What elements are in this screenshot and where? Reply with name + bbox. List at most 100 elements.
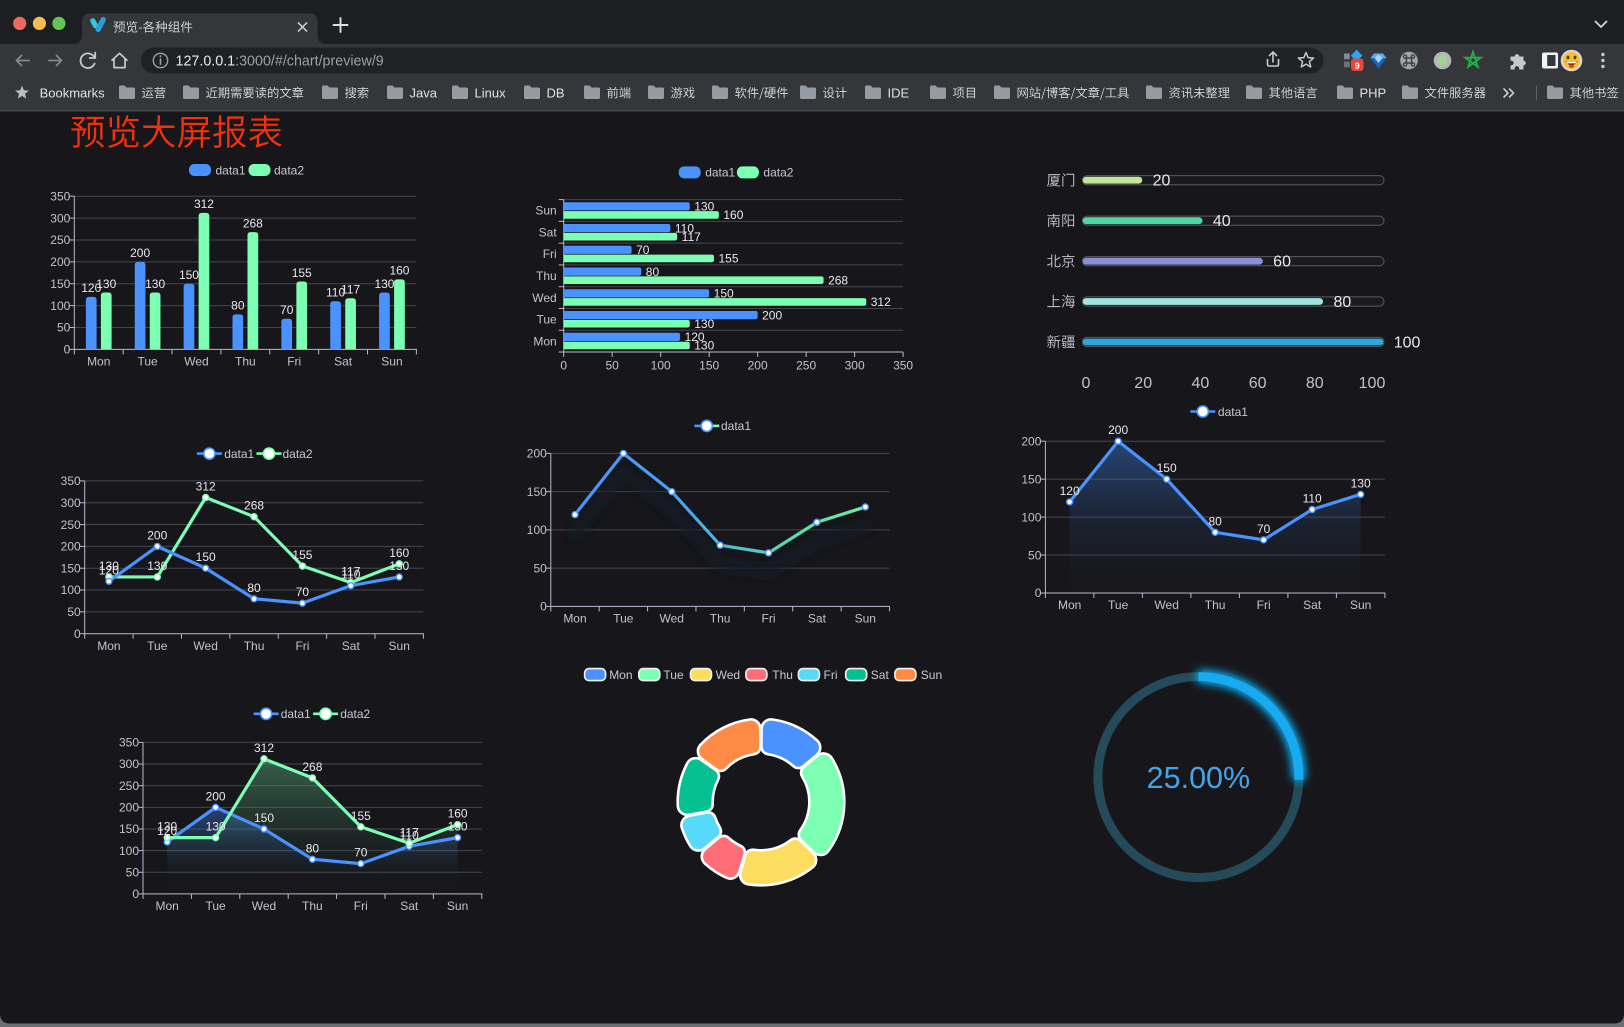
svg-text:120: 120 xyxy=(1060,484,1080,498)
svg-text:data2: data2 xyxy=(274,163,304,177)
svg-text:Fri: Fri xyxy=(295,639,309,653)
svg-text:268: 268 xyxy=(244,499,264,513)
svg-text:Fri: Fri xyxy=(354,899,368,913)
svg-text:0: 0 xyxy=(74,627,81,641)
svg-text:117: 117 xyxy=(682,230,701,244)
svg-text:70: 70 xyxy=(636,243,650,257)
svg-text:Sun: Sun xyxy=(535,204,556,218)
svg-text:Fri: Fri xyxy=(287,355,301,369)
svg-text:Sat: Sat xyxy=(871,668,890,682)
svg-text:150: 150 xyxy=(714,287,734,301)
svg-text:350: 350 xyxy=(893,359,913,373)
svg-text:0: 0 xyxy=(1035,586,1042,600)
svg-text:200: 200 xyxy=(50,255,70,269)
svg-text:50: 50 xyxy=(1028,548,1042,562)
svg-text:data1: data1 xyxy=(1218,405,1248,419)
svg-text:150: 150 xyxy=(119,822,139,836)
svg-text:200: 200 xyxy=(1108,423,1128,437)
svg-text:150: 150 xyxy=(196,550,216,564)
svg-text:80: 80 xyxy=(247,581,261,595)
svg-text:data1: data1 xyxy=(216,163,246,177)
svg-text:40: 40 xyxy=(1213,213,1231,230)
svg-text:100: 100 xyxy=(1359,375,1386,392)
svg-text:300: 300 xyxy=(61,496,81,510)
svg-text:PHP: PHP xyxy=(1360,85,1387,100)
svg-text:100: 100 xyxy=(61,583,81,597)
svg-text:Wed: Wed xyxy=(184,355,208,369)
svg-text:Thu: Thu xyxy=(1205,598,1226,612)
svg-text:Thu: Thu xyxy=(244,639,265,653)
svg-text:100: 100 xyxy=(1394,335,1421,352)
svg-text:350: 350 xyxy=(61,474,81,488)
svg-text:110: 110 xyxy=(326,286,345,300)
svg-text:200: 200 xyxy=(147,528,167,542)
svg-text:70: 70 xyxy=(280,303,294,317)
svg-text:150: 150 xyxy=(1021,472,1041,486)
svg-text:Sun: Sun xyxy=(381,355,402,369)
svg-text:Mon: Mon xyxy=(97,639,120,653)
svg-text:Tue: Tue xyxy=(1108,598,1129,612)
svg-text:0: 0 xyxy=(64,343,71,357)
svg-text:117: 117 xyxy=(341,565,360,579)
svg-text:IDE: IDE xyxy=(888,85,910,100)
svg-text:80: 80 xyxy=(306,841,320,855)
svg-text:70: 70 xyxy=(1257,522,1271,536)
svg-text:268: 268 xyxy=(243,216,263,230)
svg-text:70: 70 xyxy=(296,585,310,599)
svg-text:150: 150 xyxy=(699,359,719,373)
svg-text:60: 60 xyxy=(1249,375,1267,392)
svg-text:130: 130 xyxy=(96,277,116,291)
svg-text:Tue: Tue xyxy=(613,612,634,626)
svg-text:312: 312 xyxy=(871,295,891,309)
svg-text:150: 150 xyxy=(254,811,274,825)
svg-text:312: 312 xyxy=(194,197,214,211)
svg-text:120: 120 xyxy=(99,563,119,577)
svg-text:130: 130 xyxy=(1351,476,1371,490)
svg-text:130: 130 xyxy=(206,820,226,834)
svg-text:Tue: Tue xyxy=(147,639,168,653)
svg-text:100: 100 xyxy=(119,844,139,858)
svg-text:312: 312 xyxy=(196,479,216,493)
svg-text:25.00%: 25.00% xyxy=(1147,761,1250,795)
svg-text:100: 100 xyxy=(527,523,547,537)
svg-text:Mon: Mon xyxy=(533,334,556,348)
svg-text:200: 200 xyxy=(206,789,226,803)
svg-text:130: 130 xyxy=(694,317,714,331)
svg-text:Mon: Mon xyxy=(87,355,110,369)
svg-text:Linux: Linux xyxy=(475,85,507,100)
svg-text:60: 60 xyxy=(1273,254,1291,271)
svg-text:200: 200 xyxy=(119,801,139,815)
svg-text:130: 130 xyxy=(694,199,714,213)
svg-text:20: 20 xyxy=(1134,375,1152,392)
svg-text:50: 50 xyxy=(533,561,547,575)
svg-text:80: 80 xyxy=(1306,375,1324,392)
svg-text:9: 9 xyxy=(1355,61,1360,71)
svg-text:250: 250 xyxy=(50,233,70,247)
svg-text:Wed: Wed xyxy=(193,639,217,653)
svg-text:data2: data2 xyxy=(340,707,370,721)
svg-text:300: 300 xyxy=(845,359,865,373)
svg-text:50: 50 xyxy=(126,865,140,879)
svg-text:155: 155 xyxy=(292,548,312,562)
svg-text:200: 200 xyxy=(130,246,150,260)
svg-text:Sun: Sun xyxy=(855,612,876,626)
svg-text:268: 268 xyxy=(828,273,848,287)
svg-text:Sat: Sat xyxy=(400,899,419,913)
svg-text:Sat: Sat xyxy=(334,355,353,369)
svg-text:Sat: Sat xyxy=(808,612,827,626)
svg-text:130: 130 xyxy=(157,820,177,834)
svg-text:Thu: Thu xyxy=(302,899,323,913)
svg-text:40: 40 xyxy=(1192,375,1210,392)
svg-text:160: 160 xyxy=(723,208,743,222)
svg-text:300: 300 xyxy=(119,757,139,771)
svg-text:120: 120 xyxy=(157,824,177,838)
svg-text:DB: DB xyxy=(547,85,565,100)
svg-text:110: 110 xyxy=(675,221,694,235)
svg-text:Tue: Tue xyxy=(137,355,158,369)
svg-text:350: 350 xyxy=(119,736,139,750)
svg-text:Sat: Sat xyxy=(1303,598,1322,612)
svg-text:Thu: Thu xyxy=(536,269,557,283)
svg-text:117: 117 xyxy=(400,825,419,839)
svg-text:155: 155 xyxy=(719,252,739,266)
svg-text:Sun: Sun xyxy=(1350,598,1371,612)
